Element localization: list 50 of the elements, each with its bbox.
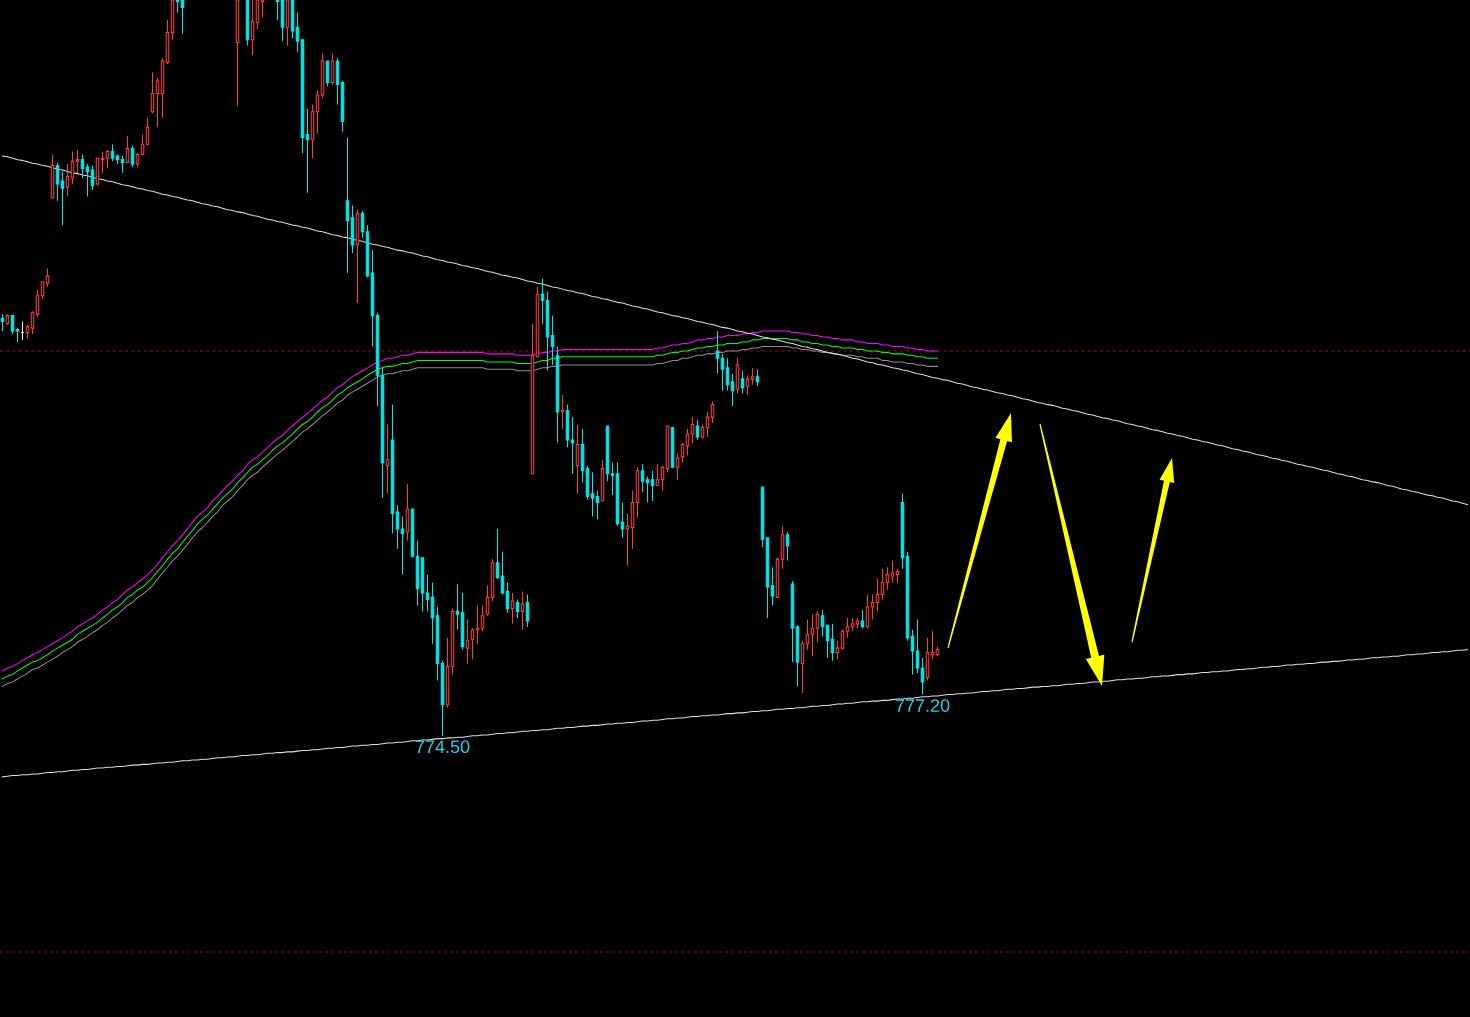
candlestick — [105, 149, 110, 169]
candlestick — [640, 463, 645, 493]
candlestick — [920, 657, 925, 696]
candlestick — [520, 590, 525, 631]
candlestick — [400, 515, 405, 576]
candlestick — [275, 0, 280, 21]
candlestick — [65, 163, 70, 197]
candlestick — [75, 149, 80, 174]
candlestick — [870, 593, 875, 620]
candlestick — [425, 574, 430, 612]
candlestick — [610, 462, 615, 496]
candlestick — [510, 592, 515, 625]
candlestick — [405, 483, 410, 542]
candlestick — [395, 504, 400, 550]
candlestick — [915, 618, 920, 674]
candlestick — [860, 609, 865, 629]
candlestick — [705, 411, 710, 438]
candlestick — [810, 613, 815, 657]
candlestick — [385, 423, 390, 495]
candlestick — [500, 551, 505, 595]
candlestick — [650, 470, 655, 502]
annotation: 774.50 — [415, 740, 470, 754]
candlestick — [745, 374, 750, 396]
candlestick — [540, 278, 545, 325]
candlestick — [620, 501, 625, 539]
candlestick — [715, 330, 720, 375]
candlestick — [70, 151, 75, 185]
candlestick — [645, 476, 650, 503]
candlestick — [835, 640, 840, 660]
candlestick — [20, 320, 25, 341]
candlestick — [770, 566, 775, 606]
candlestick — [570, 416, 575, 475]
candlestick — [625, 512, 630, 567]
candlestick — [845, 617, 850, 639]
candlestick — [470, 627, 475, 660]
candlestick — [45, 268, 50, 288]
candlestick — [560, 394, 565, 430]
candlestick — [785, 531, 790, 562]
candlestick — [465, 618, 470, 665]
candlestick — [85, 163, 90, 197]
candlestick — [590, 471, 595, 517]
candlestick — [655, 463, 660, 487]
candlestick — [690, 416, 695, 444]
candlestick — [595, 490, 600, 520]
candlestick — [930, 630, 935, 660]
candlestick — [60, 170, 65, 226]
candlestick — [455, 583, 460, 631]
candlestick — [695, 419, 700, 441]
annotation: 777.20 — [895, 699, 950, 712]
candlestick — [890, 560, 895, 584]
